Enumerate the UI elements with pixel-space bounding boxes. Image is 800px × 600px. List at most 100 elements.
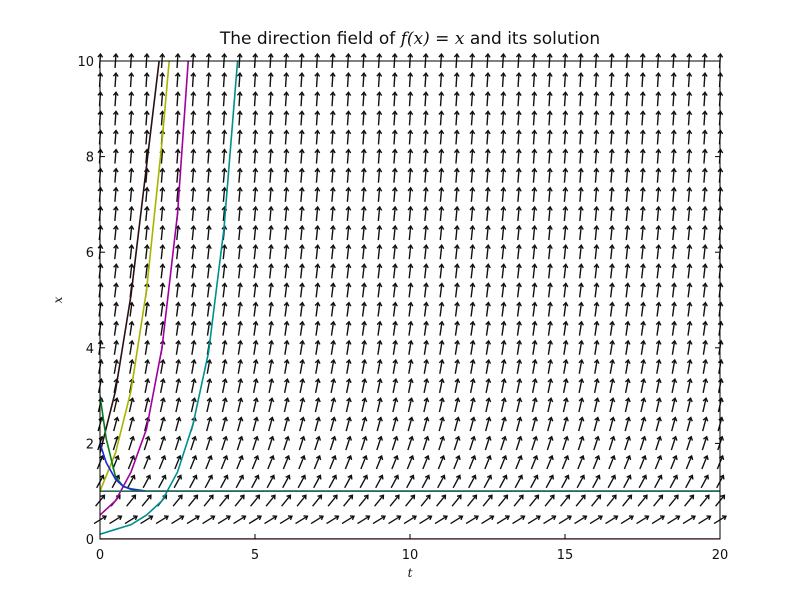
field-arrow	[314, 263, 321, 279]
field-arrow	[252, 301, 259, 317]
field-arrow	[143, 129, 150, 145]
field-arrow	[531, 91, 538, 107]
field-arrow	[469, 205, 476, 221]
field-arrow	[670, 129, 677, 145]
y-tick-label: 6	[86, 246, 94, 261]
field-arrow	[237, 358, 244, 374]
field-arrow	[593, 282, 600, 298]
field-arrow	[608, 435, 616, 451]
field-arrow	[453, 205, 460, 221]
field-arrow	[593, 110, 600, 126]
field-arrow	[329, 205, 336, 221]
field-arrow	[221, 397, 228, 413]
field-arrow	[531, 244, 538, 260]
field-arrow	[159, 301, 166, 317]
field-arrow	[345, 148, 352, 164]
field-arrow	[233, 515, 247, 525]
field-arrow	[283, 91, 290, 107]
field-arrow	[144, 244, 150, 260]
field-arrow	[175, 397, 182, 413]
field-arrow	[205, 454, 213, 470]
field-arrow	[329, 110, 336, 126]
field-arrow	[159, 167, 166, 183]
field-arrow	[562, 167, 569, 183]
field-arrow	[609, 397, 616, 413]
field-arrow	[423, 397, 430, 413]
field-arrow	[314, 205, 321, 221]
field-arrow	[390, 474, 400, 489]
field-arrow	[283, 435, 291, 451]
series-line	[100, 443, 720, 493]
field-arrow	[190, 224, 197, 241]
field-arrow	[438, 378, 445, 394]
field-arrow	[329, 71, 336, 88]
series-line	[100, 61, 160, 454]
field-arrow	[391, 129, 398, 145]
field-arrow	[422, 454, 430, 470]
field-arrow	[651, 515, 665, 525]
field-arrow	[702, 282, 708, 298]
field-arrow	[190, 320, 197, 336]
field-arrow	[620, 515, 634, 525]
field-arrow	[515, 205, 522, 221]
field-arrow	[159, 244, 166, 260]
field-arrow	[500, 435, 508, 451]
field-arrow	[655, 224, 662, 241]
field-arrow	[376, 129, 383, 145]
field-arrow	[639, 148, 646, 164]
field-arrow	[283, 416, 290, 432]
field-arrow	[544, 494, 555, 507]
field-arrow	[202, 515, 216, 525]
field-arrow	[360, 71, 367, 88]
field-arrow	[437, 474, 446, 489]
field-arrow	[671, 244, 677, 260]
field-arrow	[577, 186, 584, 202]
field-arrow	[624, 358, 631, 374]
field-arrow	[469, 378, 476, 394]
field-arrow	[702, 263, 708, 279]
field-arrow	[265, 494, 276, 507]
field-arrow	[345, 224, 352, 241]
field-arrow	[113, 244, 119, 260]
field-arrow	[299, 358, 306, 374]
field-arrow	[484, 167, 491, 183]
field-arrow	[420, 494, 431, 507]
field-arrow	[500, 263, 507, 279]
field-arrow	[392, 263, 398, 279]
field-arrow	[376, 244, 383, 260]
field-arrow	[515, 454, 523, 470]
field-arrow	[515, 148, 522, 164]
field-arrow	[314, 167, 321, 183]
field-arrow	[453, 435, 461, 451]
field-arrow	[219, 494, 230, 507]
field-arrow	[453, 186, 460, 202]
field-arrow	[655, 263, 662, 279]
field-arrow	[558, 515, 572, 525]
field-arrow	[376, 378, 383, 394]
field-arrow	[158, 474, 167, 489]
field-arrow	[236, 71, 243, 88]
field-arrow	[609, 263, 615, 279]
field-arrow	[329, 416, 337, 432]
field-arrow	[237, 244, 243, 260]
field-arrow	[314, 186, 321, 202]
field-arrow	[283, 263, 290, 279]
field-arrow	[252, 435, 260, 451]
field-arrow	[624, 282, 631, 298]
field-arrow	[128, 148, 135, 164]
field-arrow	[190, 263, 197, 279]
field-arrow	[237, 224, 243, 241]
field-arrow	[655, 129, 662, 145]
field-arrow	[252, 378, 259, 394]
field-arrow	[438, 435, 446, 451]
field-arrow	[376, 301, 383, 317]
field-arrow	[593, 339, 600, 355]
field-arrow	[267, 205, 274, 221]
field-arrow	[701, 71, 708, 88]
field-arrow	[668, 494, 679, 507]
field-arrow	[623, 474, 632, 489]
field-arrow	[438, 244, 445, 260]
field-arrow	[438, 205, 445, 221]
field-arrow	[314, 339, 321, 355]
field-arrow	[357, 515, 371, 525]
